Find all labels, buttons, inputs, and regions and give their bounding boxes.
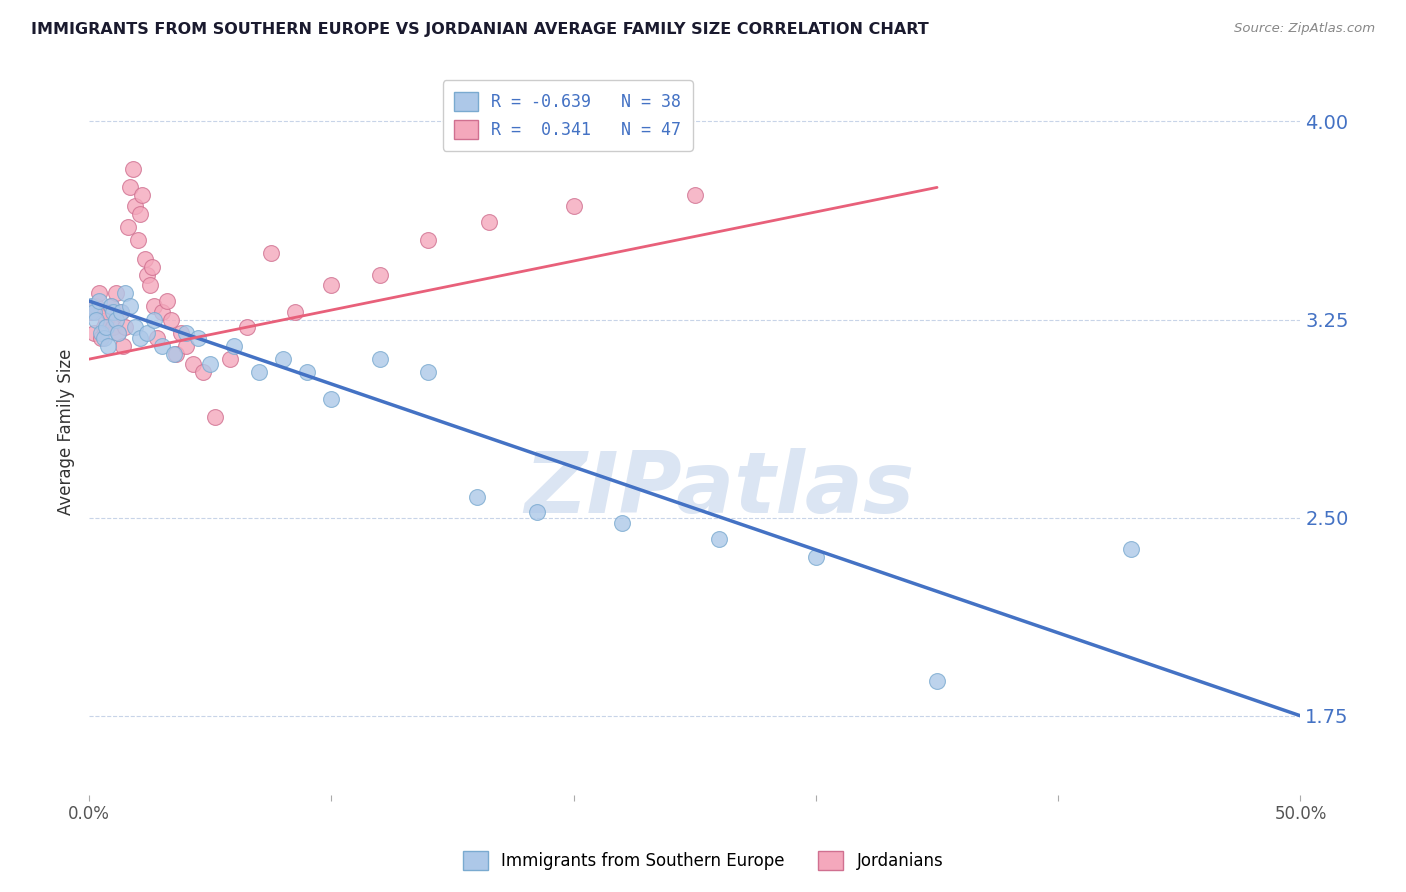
Point: [247, 365, 270, 379]
Text: Source: ZipAtlas.com: Source: ZipAtlas.com: [1234, 22, 1375, 36]
Point: [117, 220, 139, 235]
Point: [418, 233, 440, 247]
Point: [121, 161, 143, 176]
Point: [191, 365, 214, 379]
Point: [134, 252, 156, 266]
Point: [218, 352, 240, 367]
Point: [418, 365, 440, 379]
Point: [683, 188, 706, 202]
Point: [107, 326, 129, 340]
Point: [120, 299, 142, 313]
Point: [368, 268, 391, 282]
Point: [174, 339, 197, 353]
Point: [526, 505, 548, 519]
Point: [97, 339, 120, 353]
Point: [187, 331, 209, 345]
Point: [271, 352, 294, 367]
Point: [111, 339, 134, 353]
Point: [114, 320, 136, 334]
Point: [204, 410, 226, 425]
Point: [83, 304, 105, 318]
Point: [120, 180, 142, 194]
Point: [129, 331, 152, 345]
Point: [80, 299, 103, 313]
Legend: Immigrants from Southern Europe, Jordanians: Immigrants from Southern Europe, Jordani…: [456, 844, 950, 877]
Point: [804, 550, 827, 565]
Point: [93, 331, 115, 345]
Y-axis label: Average Family Size: Average Family Size: [58, 349, 75, 515]
Point: [143, 312, 166, 326]
Point: [131, 188, 153, 202]
Point: [87, 293, 110, 308]
Point: [321, 278, 343, 293]
Point: [103, 304, 125, 318]
Point: [114, 286, 136, 301]
Point: [707, 532, 730, 546]
Point: [1119, 542, 1142, 557]
Point: [94, 320, 117, 334]
Point: [107, 326, 129, 340]
Point: [136, 326, 159, 340]
Point: [163, 347, 186, 361]
Point: [295, 365, 318, 379]
Point: [127, 233, 149, 247]
Point: [181, 358, 204, 372]
Point: [143, 299, 166, 313]
Point: [110, 304, 132, 318]
Point: [104, 286, 127, 301]
Point: [124, 199, 146, 213]
Point: [136, 268, 159, 282]
Point: [100, 299, 122, 313]
Point: [174, 326, 197, 340]
Point: [321, 392, 343, 406]
Point: [86, 312, 108, 326]
Point: [129, 207, 152, 221]
Point: [465, 490, 488, 504]
Point: [97, 304, 120, 318]
Point: [150, 339, 173, 353]
Point: [146, 331, 169, 345]
Point: [160, 312, 183, 326]
Point: [155, 293, 177, 308]
Point: [138, 278, 160, 293]
Point: [124, 320, 146, 334]
Point: [150, 304, 173, 318]
Point: [90, 326, 112, 340]
Point: [94, 312, 117, 326]
Point: [86, 299, 108, 313]
Legend: R = -0.639   N = 38, R =  0.341   N = 47: R = -0.639 N = 38, R = 0.341 N = 47: [443, 80, 693, 151]
Point: [110, 304, 132, 318]
Point: [562, 199, 585, 213]
Point: [104, 312, 127, 326]
Point: [925, 674, 948, 689]
Point: [165, 347, 187, 361]
Point: [260, 246, 283, 260]
Point: [83, 326, 105, 340]
Point: [87, 286, 110, 301]
Point: [235, 320, 257, 334]
Point: [80, 304, 103, 318]
Point: [170, 326, 193, 340]
Point: [284, 304, 307, 318]
Text: ZIPatlas: ZIPatlas: [524, 449, 914, 532]
Point: [103, 320, 125, 334]
Point: [90, 331, 112, 345]
Text: IMMIGRANTS FROM SOUTHERN EUROPE VS JORDANIAN AVERAGE FAMILY SIZE CORRELATION CHA: IMMIGRANTS FROM SOUTHERN EUROPE VS JORDA…: [31, 22, 929, 37]
Point: [200, 358, 222, 372]
Point: [478, 215, 501, 229]
Point: [610, 516, 633, 530]
Point: [100, 299, 122, 313]
Point: [224, 339, 246, 353]
Point: [93, 320, 115, 334]
Point: [141, 260, 163, 274]
Point: [368, 352, 391, 367]
